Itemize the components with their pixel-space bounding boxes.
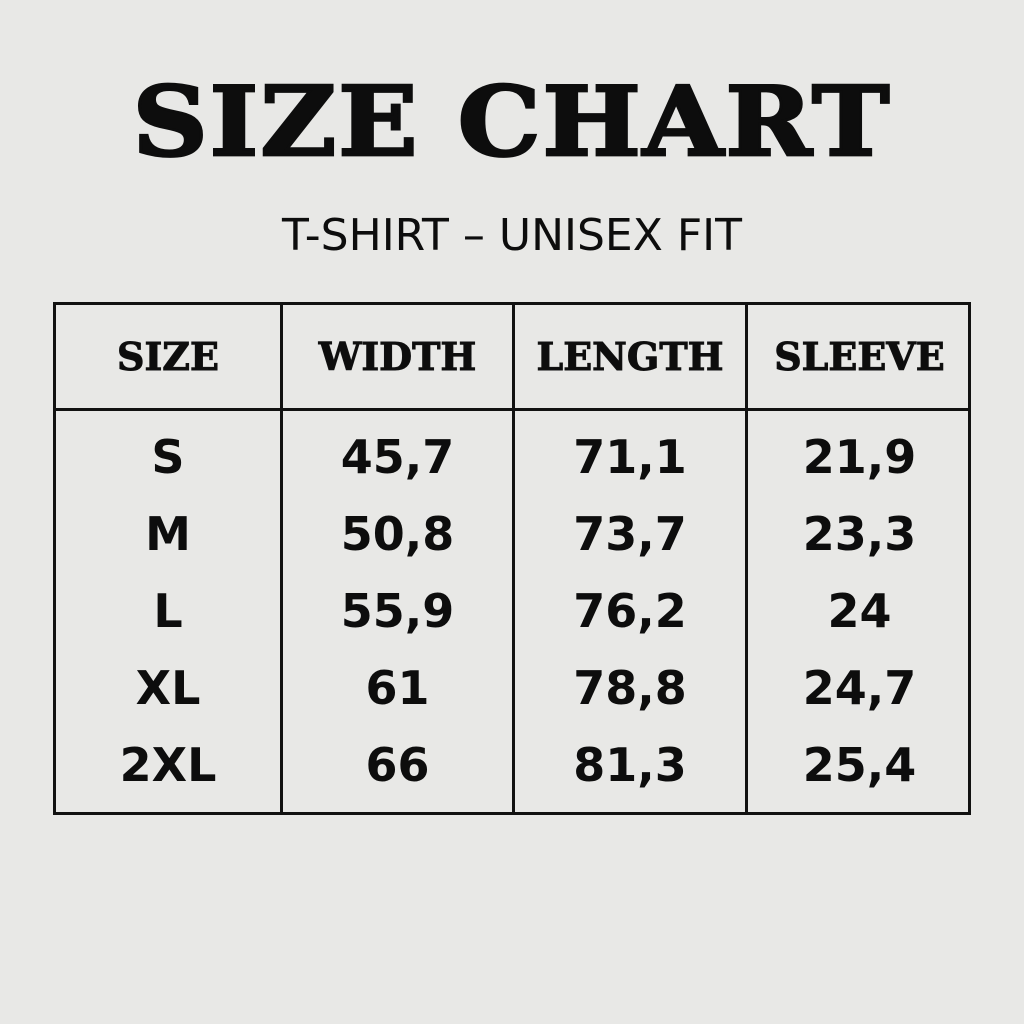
table-cell: M	[145, 507, 191, 561]
table-cell: XL	[135, 661, 201, 715]
table-cell: 24,7	[802, 661, 917, 715]
table-cell: 23,3	[802, 507, 917, 561]
table-cell: 78,8	[573, 661, 687, 715]
table-cell: 2XL	[119, 738, 217, 792]
table-cell: 81,3	[573, 738, 687, 792]
header-divider	[56, 408, 968, 411]
table-cell: 25,4	[802, 738, 917, 792]
table-column: 45,7 50,8 55,9 61 66	[283, 419, 512, 804]
table-column: 71,1 73,7 76,2 78,8 81,3	[515, 419, 745, 804]
table-cell: 61	[365, 661, 430, 715]
column-divider	[280, 305, 283, 812]
table-cell: 76,2	[573, 584, 687, 638]
table-cell: S	[151, 430, 185, 484]
table-column: S M L XL 2XL	[56, 419, 280, 804]
table-cell: 66	[365, 738, 430, 792]
column-header: LENGTH	[536, 334, 724, 380]
table-cell: 71,1	[573, 430, 687, 484]
column-divider	[745, 305, 748, 812]
table-cell: L	[153, 584, 183, 638]
size-table: SIZE WIDTH LENGTH SLEEVE S M L XL 2XL 45,7 50,8 55…	[53, 302, 971, 815]
table-cell: 24	[827, 584, 892, 638]
column-header: SIZE	[117, 334, 220, 380]
subtitle: T-SHIRT – UNISEX FIT	[281, 210, 743, 261]
table-cell: 55,9	[340, 584, 455, 638]
column-header: SLEEVE	[774, 334, 946, 380]
table-cell: 45,7	[340, 430, 455, 484]
table-cell: 50,8	[340, 507, 455, 561]
page-title: SIZE CHART	[131, 64, 892, 179]
table-column: 21,9 23,3 24 24,7 25,4	[748, 419, 971, 804]
column-header: WIDTH	[318, 334, 477, 380]
table-cell: 21,9	[802, 430, 917, 484]
table-cell: 73,7	[573, 507, 687, 561]
column-divider	[512, 305, 515, 812]
